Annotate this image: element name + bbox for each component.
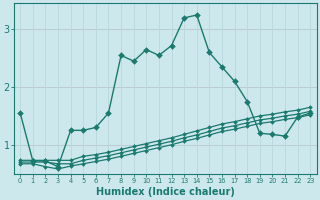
X-axis label: Humidex (Indice chaleur): Humidex (Indice chaleur) xyxy=(96,187,235,197)
